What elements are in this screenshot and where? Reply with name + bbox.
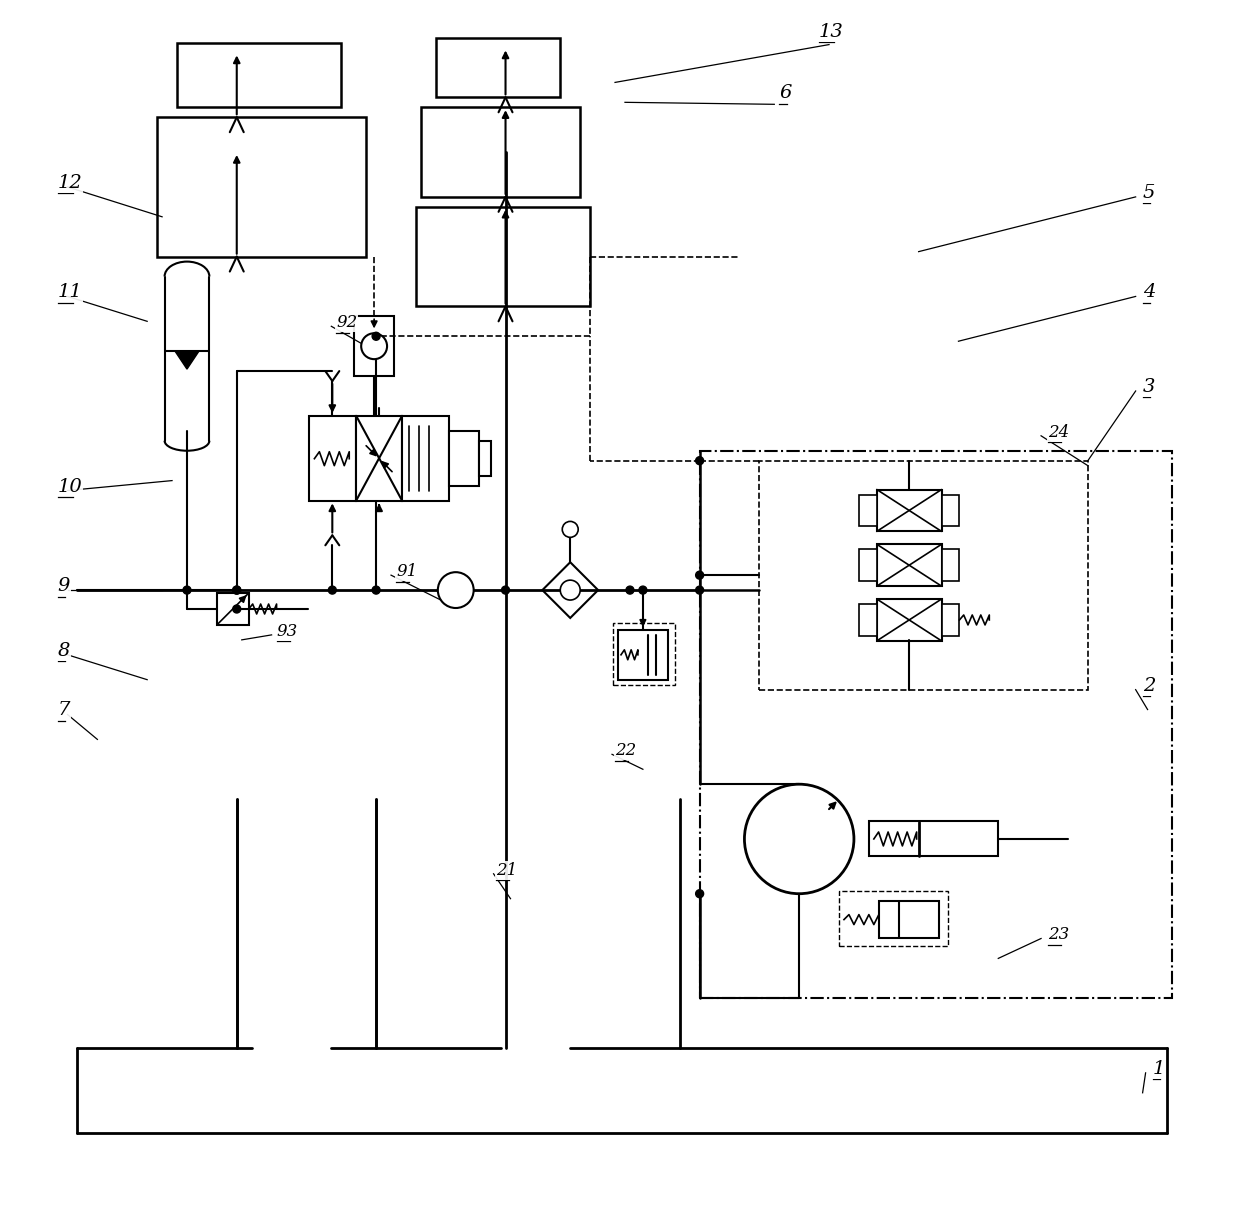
Bar (217, 593, 249, 625)
Bar (479, 440, 491, 476)
Circle shape (744, 784, 854, 894)
Text: 91: 91 (396, 564, 418, 581)
Bar (420, 107, 580, 196)
Text: 1: 1 (1152, 1060, 1164, 1077)
Circle shape (562, 521, 578, 537)
Text: 93: 93 (277, 623, 298, 639)
Bar (859, 604, 877, 636)
Text: 4: 4 (1142, 283, 1154, 301)
Bar (435, 38, 560, 98)
Text: 24: 24 (1048, 423, 1069, 440)
Circle shape (372, 332, 381, 340)
Bar (415, 207, 590, 306)
Bar (310, 416, 356, 500)
Bar (449, 431, 479, 486)
Text: 92: 92 (336, 315, 357, 332)
Bar (618, 630, 668, 680)
Text: 12: 12 (57, 174, 82, 192)
Circle shape (639, 586, 647, 594)
Text: 7: 7 (57, 702, 69, 720)
Text: 2: 2 (1142, 677, 1154, 694)
Bar (177, 43, 341, 107)
Bar (839, 891, 949, 947)
Bar (941, 604, 960, 636)
Circle shape (361, 333, 387, 359)
Circle shape (626, 586, 634, 594)
Text: 5: 5 (1142, 184, 1154, 201)
Circle shape (184, 586, 191, 594)
Text: 13: 13 (820, 23, 844, 40)
Bar (877, 599, 941, 640)
Bar (877, 544, 941, 586)
Bar (859, 549, 877, 581)
Bar (355, 316, 394, 376)
Circle shape (233, 586, 241, 594)
Bar (941, 494, 960, 526)
Text: 9: 9 (57, 577, 69, 595)
Circle shape (372, 586, 381, 594)
Circle shape (501, 586, 510, 594)
Circle shape (233, 586, 241, 594)
Text: 22: 22 (615, 742, 636, 759)
Circle shape (696, 889, 703, 898)
Circle shape (329, 586, 336, 594)
Bar (869, 821, 998, 856)
Polygon shape (175, 351, 198, 370)
Bar (941, 549, 960, 581)
Bar (859, 494, 877, 526)
Text: 11: 11 (57, 283, 82, 301)
Bar (356, 416, 402, 500)
Text: 21: 21 (496, 861, 517, 878)
Bar (759, 461, 1087, 689)
Circle shape (696, 571, 703, 580)
Circle shape (696, 456, 703, 465)
Bar (879, 900, 939, 938)
Bar (877, 489, 941, 532)
Bar (402, 416, 449, 500)
Circle shape (560, 581, 580, 600)
Text: 3: 3 (1142, 378, 1154, 396)
Circle shape (233, 605, 241, 612)
Bar (613, 623, 675, 684)
Bar (699, 450, 1173, 998)
Text: 8: 8 (57, 642, 69, 660)
Bar (157, 117, 366, 256)
Text: 6: 6 (779, 84, 791, 102)
Text: 23: 23 (1048, 926, 1069, 943)
Text: 10: 10 (57, 477, 82, 495)
Circle shape (696, 586, 703, 594)
Circle shape (438, 572, 474, 608)
